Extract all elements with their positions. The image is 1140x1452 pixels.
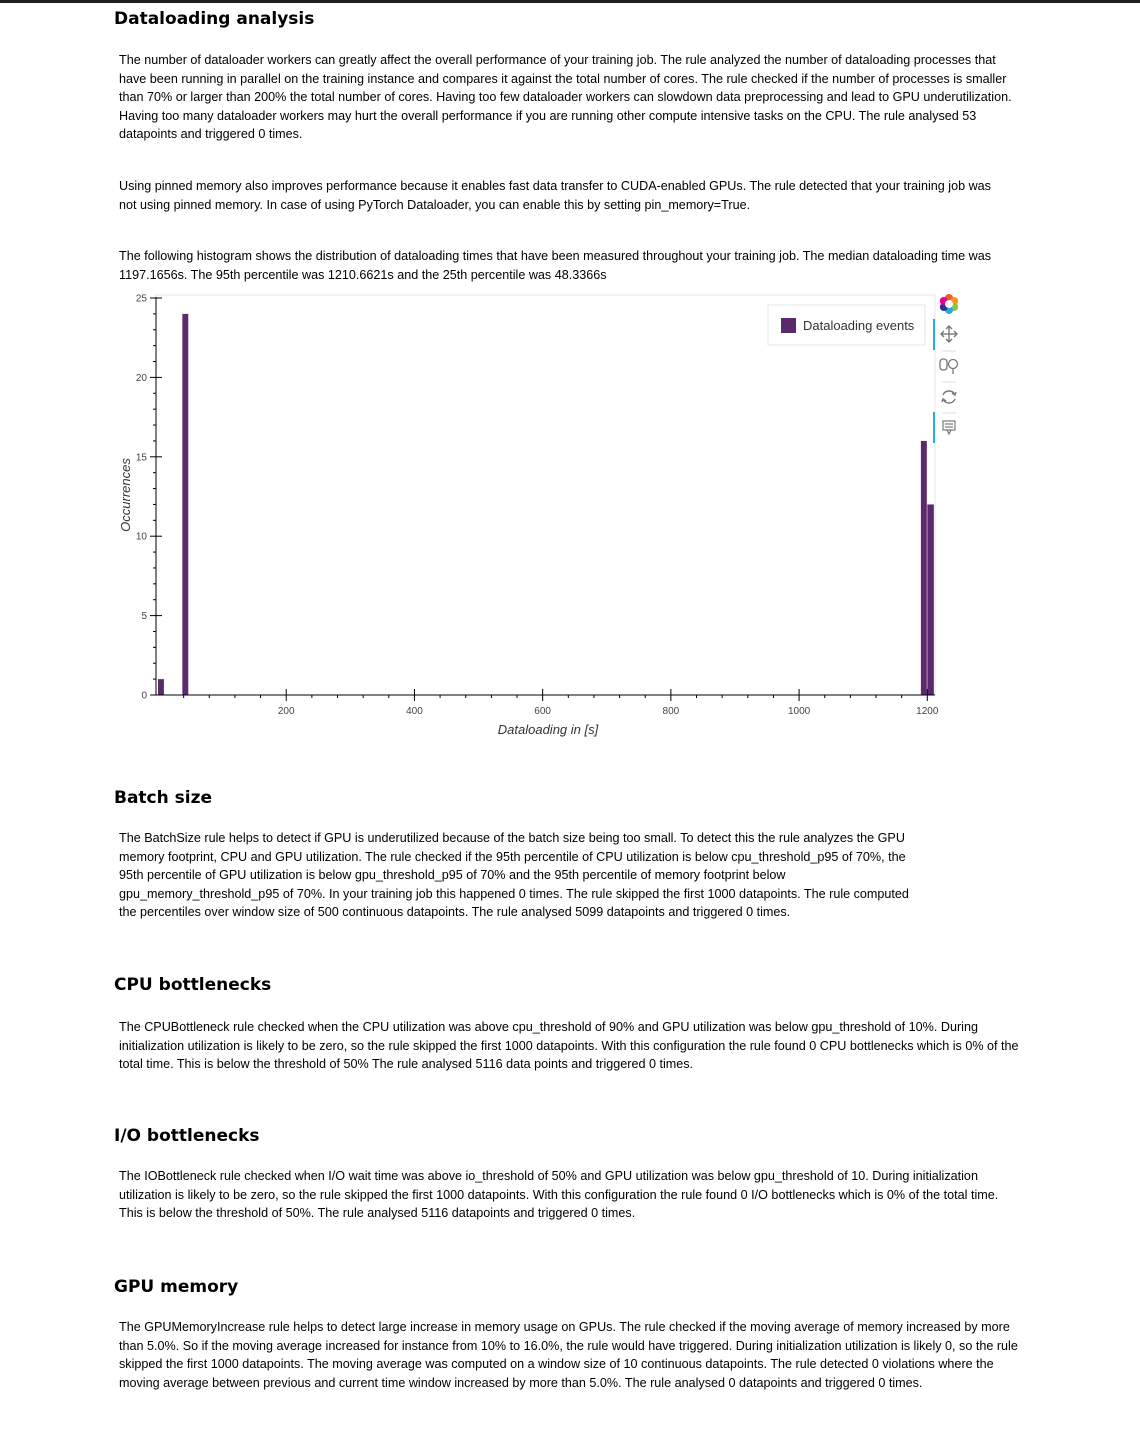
- dataloading-histogram-chart: 0 5 10 15 20 25 200 400 600 800 1000 1200 Dataload…: [118, 294, 959, 737]
- box-zoom-tool-icon[interactable]: [939, 358, 959, 374]
- chart-legend: Dataloading events: [767, 304, 926, 346]
- cpu-bottlenecks-paragraph: The CPUBottleneck rule checked when the …: [119, 1020, 1019, 1072]
- y-tick-label: 25: [136, 294, 148, 305]
- y-tick-label: 5: [141, 611, 147, 622]
- y-tick-label: 0: [141, 691, 147, 702]
- legend-swatch: [781, 318, 796, 333]
- y-tick-label: 10: [136, 532, 148, 543]
- dataloading-paragraph-histogram: The following histogram shows the distri…: [119, 249, 992, 282]
- histogram-bar: [927, 504, 934, 695]
- x-axis-label: Dataloading in [s]: [498, 722, 599, 737]
- x-tick-label: 600: [534, 706, 551, 717]
- legend-label: Dataloading events: [803, 318, 915, 333]
- plot-frame: [155, 294, 936, 696]
- histogram-bar: [182, 313, 189, 695]
- x-tick-label: 1200: [916, 706, 939, 717]
- x-tick-label: 1000: [788, 706, 811, 717]
- dataloading-paragraph-workers: The number of dataloader workers can gre…: [119, 53, 1012, 142]
- x-tick-label: 800: [663, 706, 680, 717]
- section-title-batch-size: Batch size: [114, 788, 213, 808]
- histogram-bar: [920, 440, 927, 695]
- y-axis-label: Occurrences: [118, 458, 133, 532]
- bokeh-logo-icon[interactable]: [939, 294, 959, 314]
- section-title-dataloading: Dataloading analysis: [114, 9, 315, 29]
- x-tick-label: 200: [278, 706, 295, 717]
- section-title-io-bottlenecks: I/O bottlenecks: [114, 1126, 260, 1146]
- gpu-memory-paragraph: The GPUMemoryIncrease rule helps to dete…: [119, 1320, 1018, 1390]
- y-tick-label: 15: [136, 452, 148, 463]
- section-title-gpu-memory: GPU memory: [114, 1277, 239, 1297]
- reset-tool-icon[interactable]: [941, 390, 957, 404]
- batch-size-paragraph: The BatchSize rule helps to detect if GP…: [119, 831, 909, 920]
- chart-toolbar: [933, 294, 959, 443]
- histogram-bar: [158, 679, 164, 695]
- hover-tool-icon[interactable]: [942, 420, 956, 436]
- y-tick-label: 20: [136, 373, 148, 384]
- x-tick-label: 400: [406, 706, 423, 717]
- dataloading-paragraph-pinned-memory: Using pinned memory also improves perfor…: [119, 179, 991, 212]
- pan-tool-icon[interactable]: [940, 325, 958, 343]
- section-title-cpu-bottlenecks: CPU bottlenecks: [114, 975, 272, 995]
- io-bottlenecks-paragraph: The IOBottleneck rule checked when I/O w…: [119, 1169, 999, 1221]
